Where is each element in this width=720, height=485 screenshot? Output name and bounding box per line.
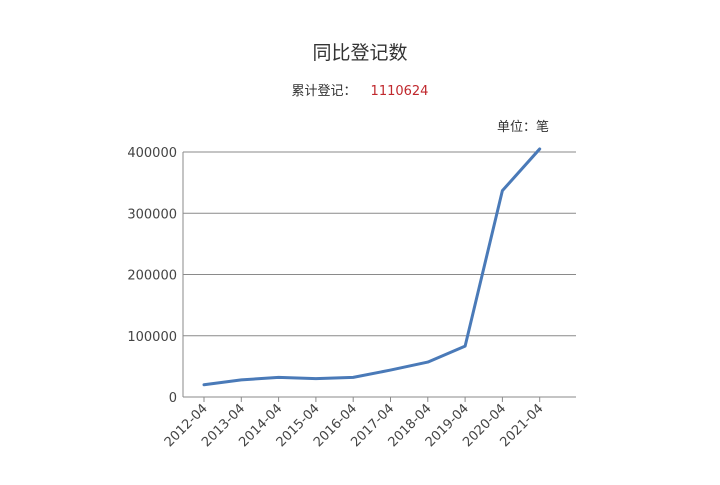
cumulative-label: 累计登记： — [291, 84, 357, 99]
y-tick-label: 100000 — [127, 330, 177, 345]
y-tick-label: 200000 — [127, 269, 177, 284]
chart-title: 同比登记数 — [312, 42, 408, 64]
cumulative-value: 1110624 — [370, 84, 429, 99]
y-tick-label: 300000 — [127, 207, 177, 222]
unit-label: 单位：笔 — [497, 120, 550, 135]
cumulative-summary: 累计登记： 1110624 — [0, 80, 720, 99]
series-line — [202, 147, 542, 387]
y-tick-label: 400000 — [127, 146, 177, 161]
y-tick-label: 0 — [169, 391, 177, 406]
